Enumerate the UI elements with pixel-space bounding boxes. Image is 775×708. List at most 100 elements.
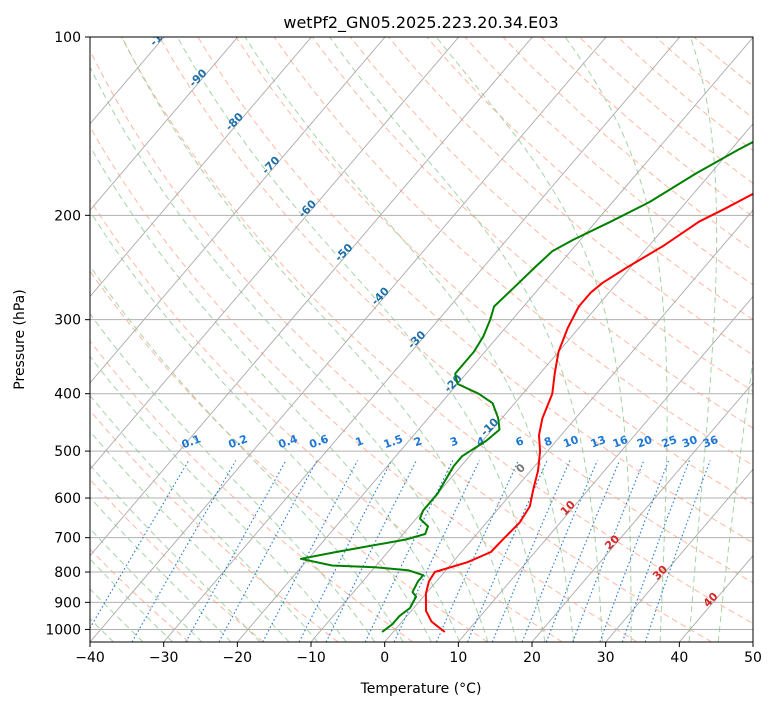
y-axis-ticks: 100 200 300 400 500 600 700 800 900 1000 (45, 30, 90, 638)
mixing-ratio-line (621, 460, 690, 642)
dry-adiabat-line (388, 37, 753, 356)
moist-adiabat-line (90, 145, 461, 642)
isotherm-line (605, 468, 753, 642)
dry-adiabat-line (121, 37, 753, 624)
moist-adiabat-line (435, 37, 632, 642)
mixing-ratio-label: 3 (448, 434, 460, 449)
mixing-ratio-label: 6 (514, 434, 526, 449)
mixing-ratio-label: 16 (611, 433, 630, 451)
x-axis-label: Temperature (°C) (360, 681, 482, 697)
moist-adiabat-line (90, 65, 489, 642)
mixing-ratio-label: 25 (660, 433, 679, 450)
moist-adiabat-line (688, 37, 718, 642)
moist-adiabat-line (90, 558, 173, 642)
isotherm-line (90, 37, 386, 384)
mixing-ratio-label: 13 (589, 433, 608, 450)
mixing-ratio-line (90, 460, 190, 630)
mixing-ratio-label: 1 (354, 434, 366, 449)
dry-adiabat-line (197, 37, 753, 544)
dry-adiabat-line (159, 37, 753, 584)
mixing-ratio-label: 20 (635, 433, 654, 451)
pressure-grid (90, 37, 753, 630)
mixing-ratio-label: 10 (561, 433, 580, 451)
dry-adiabat-line (90, 49, 712, 642)
moist-adiabat-line (121, 37, 517, 642)
dewpoint-profile-line (299, 140, 753, 633)
mixing-ratio-label: 30 (680, 433, 699, 451)
isotherm-line (531, 382, 753, 642)
isotherm-line (384, 209, 753, 642)
x-tick-label: 10 (449, 650, 467, 666)
mixing-ratio-line (491, 460, 571, 642)
dry-adiabat-line (311, 37, 753, 429)
moist-adiabat-line (90, 430, 290, 642)
x-tick-label: −20 (223, 650, 253, 666)
isotherm-line (236, 37, 753, 642)
y-axis-label: Pressure (hPa) (12, 289, 28, 389)
mixing-ratio-label: 0.6 (307, 432, 330, 451)
isotherm-line (457, 295, 753, 642)
mixing-ratio-label: 0.2 (227, 432, 250, 451)
mixing-ratio-line (545, 460, 621, 642)
mixing-ratio-line (185, 460, 287, 642)
moist-adiabat-line (244, 37, 575, 642)
x-axis-ticks: −40 −30 −20 −10 0 10 20 30 40 50 (75, 642, 762, 666)
plot-frame (89, 36, 754, 643)
moist-adiabats (90, 37, 753, 642)
y-tick-label: 900 (54, 595, 81, 611)
mixing-ratio-line (599, 460, 670, 642)
y-tick-label: 300 (54, 313, 81, 329)
mixing-ratio-label: 8 (542, 434, 554, 449)
temperature-profile-line (424, 192, 753, 633)
moist-adiabat-line (90, 210, 432, 642)
x-tick-label: −10 (296, 650, 326, 666)
mixing-ratio-label: 0.1 (180, 432, 203, 451)
y-tick-label: 400 (54, 387, 81, 403)
isotherm-line (163, 37, 681, 642)
mixing-ratio-line (435, 460, 519, 642)
y-tick-label: 200 (54, 208, 81, 224)
mixing-ratio-label: 1.5 (382, 432, 405, 451)
x-tick-label: 30 (597, 650, 615, 666)
moist-adiabat-line (564, 37, 668, 642)
moist-adiabat-line (176, 37, 546, 642)
x-tick-label: 0 (380, 650, 389, 666)
mixing-ratio-line (325, 460, 417, 642)
x-tick-label: −40 (75, 650, 105, 666)
isotherm-line (90, 37, 460, 470)
dry-adiabat-line (464, 37, 753, 286)
x-tick-label: 20 (523, 650, 541, 666)
moist-adiabat-line (90, 355, 347, 642)
x-tick-label: −30 (149, 650, 179, 666)
isotherm-line (90, 37, 239, 211)
mixing-ratio-line (131, 460, 237, 642)
y-tick-label: 600 (54, 491, 81, 507)
isotherm-line (90, 37, 312, 298)
mixing-ratio-lines (90, 460, 711, 642)
mixing-ratio-label: 4 (475, 434, 487, 449)
isotherm-line (90, 37, 607, 642)
mixing-ratio-label: 36 (701, 433, 720, 451)
y-tick-label: 1000 (45, 622, 81, 638)
dry-adiabat-line (579, 37, 753, 185)
mixing-ratio-label: 0.4 (277, 432, 300, 451)
isotherms (90, 37, 753, 642)
y-tick-label: 100 (54, 30, 81, 46)
dry-adiabat-line (90, 478, 264, 642)
chart-title: wetPf2_GN05.2025.223.20.34.E03 (283, 13, 558, 33)
profile-series (299, 140, 753, 633)
mixing-ratio-line (393, 460, 480, 642)
dry-adiabat-line (90, 125, 638, 642)
dry-adiabat-line (617, 37, 753, 152)
mixing-ratio-label: 2 (412, 434, 424, 449)
plot-area: -100-90-80-70-60-50-40-30-20-100.10.20.4… (90, 37, 753, 642)
isotherm-line (90, 37, 533, 557)
moist-adiabat-line (90, 394, 319, 642)
moist-adiabat-line (90, 265, 404, 642)
y-tick-label: 500 (54, 444, 81, 460)
y-tick-label: 800 (54, 565, 81, 581)
dry-adiabat-line (90, 340, 414, 642)
mixing-ratio-line (298, 460, 392, 642)
dry-adiabat-line (235, 37, 753, 505)
